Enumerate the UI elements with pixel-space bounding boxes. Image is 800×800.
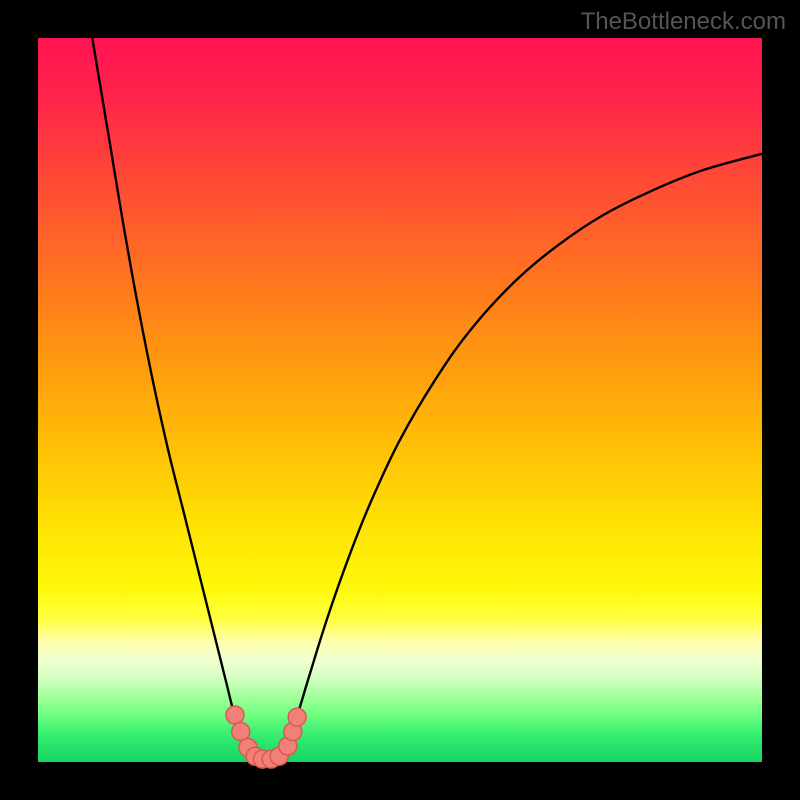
bottleneck-curve xyxy=(92,38,762,761)
plot-area xyxy=(38,38,762,762)
curve-layer xyxy=(38,38,762,762)
marker-point xyxy=(226,706,244,724)
markers-group xyxy=(226,706,306,768)
watermark-text: TheBottleneck.com xyxy=(581,8,786,36)
chart-frame xyxy=(0,0,800,800)
marker-point xyxy=(288,708,306,726)
